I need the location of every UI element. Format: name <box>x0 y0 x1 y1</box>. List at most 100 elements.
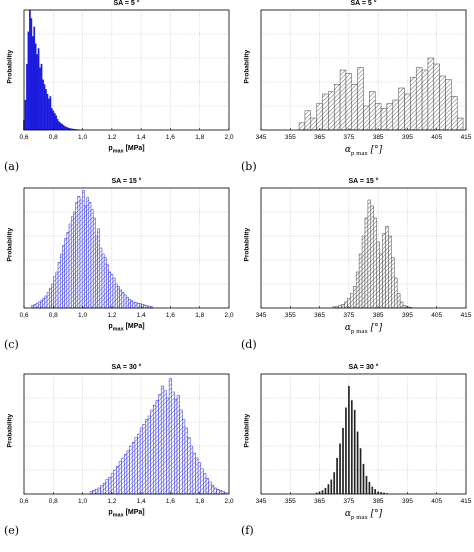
x-axis-label: αp max [°] <box>261 145 466 157</box>
histogram-bar <box>365 475 368 495</box>
x-tick-label: 0,8 <box>49 498 58 505</box>
histogram-bar <box>396 293 401 309</box>
histogram-bar <box>404 93 411 131</box>
x-axis-label-sub: p max <box>350 514 368 521</box>
histogram-bar <box>333 84 341 131</box>
histogram-bar <box>131 442 136 495</box>
histogram-bar <box>75 202 79 309</box>
histogram-bar <box>79 199 83 309</box>
histogram-bar <box>134 437 138 495</box>
x-tick-label: 345 <box>256 312 267 319</box>
histogram-bar <box>192 452 196 495</box>
histogram-bar <box>203 473 207 495</box>
histogram-bar <box>382 233 386 309</box>
x-tick-label: 1,8 <box>195 498 204 505</box>
histogram-bar <box>40 300 43 309</box>
histogram-bar <box>42 79 44 131</box>
histogram-bar <box>84 205 87 309</box>
histogram-bar <box>367 199 372 309</box>
histogram-bar <box>143 304 147 309</box>
chart-title: SA = 30 ° <box>111 364 142 371</box>
x-tick-label: 405 <box>431 312 442 319</box>
histogram-bar <box>433 63 440 131</box>
histogram-bar <box>112 277 116 309</box>
histogram-bar <box>110 473 115 495</box>
histogram-bar <box>439 75 446 131</box>
plot-area: 0,6 0,8 1,0 1,2 1,4 1,6 1,8 2,0 <box>19 9 234 141</box>
histogram-bar <box>153 404 157 495</box>
chart-panel-f: SA = 30 ° Probability 345 355 365 375 385 395 40… <box>237 364 474 548</box>
histogram-bar <box>136 302 140 309</box>
x-axis-label-sub: max <box>112 512 124 519</box>
histogram-bar <box>427 57 435 131</box>
chart-panel-a: SA = 5 ° Probability 0,6 0,8 1,0 1,2 1,4 1,6 1,8… <box>0 0 237 184</box>
histogram-bar <box>150 409 154 495</box>
histogram-bar <box>128 299 131 309</box>
histogram-bar <box>359 448 362 495</box>
x-axis-label-sub: p max <box>350 150 368 157</box>
histogram-bar <box>35 302 39 309</box>
histogram-bar <box>364 217 369 309</box>
histogram-bar <box>456 117 464 131</box>
histogram-bar <box>61 123 63 131</box>
x-axis-label: pmax [MPa] <box>24 509 229 518</box>
histogram-bar <box>68 223 72 309</box>
histogram-bar <box>208 481 212 495</box>
histogram-bar <box>90 209 94 309</box>
x-tick-label: 2,0 <box>224 498 233 505</box>
histogram-bar <box>81 190 85 309</box>
histogram-bar <box>27 31 30 131</box>
x-tick-label: 2,0 <box>224 134 233 141</box>
histogram-bar <box>43 84 46 131</box>
histogram-bar <box>106 264 109 309</box>
histogram-bar <box>163 390 167 495</box>
plot-frame <box>260 187 467 309</box>
chart-panel-c: SA = 15 ° Probability 0,6 0,8 1,0 1,2 1,4 1,6 1,… <box>0 178 237 362</box>
y-axis-label: Probability <box>243 413 251 448</box>
plot-frame <box>260 9 467 131</box>
x-tick-label: 375 <box>343 312 354 319</box>
histogram-bar <box>70 216 74 309</box>
plot-frame <box>23 9 230 131</box>
x-tick-label: 395 <box>402 134 413 141</box>
histogram-bar <box>345 73 353 131</box>
histogram-bar <box>351 84 358 131</box>
x-tick-label: 355 <box>285 498 296 505</box>
histogram-bar <box>166 397 170 495</box>
histogram-bar <box>171 391 175 495</box>
histogram-bar <box>65 126 68 131</box>
x-tick-label: 1,8 <box>195 134 204 141</box>
histogram-bar <box>129 445 133 495</box>
histogram-bar <box>62 245 65 309</box>
x-tick-label: 1,6 <box>166 134 175 141</box>
histogram-bar <box>66 232 70 309</box>
histogram-bar <box>348 385 350 495</box>
histogram-bar <box>333 472 336 495</box>
histogram-bar <box>34 43 37 131</box>
histogram-bar <box>97 228 101 309</box>
histogram-bar <box>350 293 354 309</box>
x-tick-label: 0,6 <box>19 312 28 319</box>
histogram-bar <box>357 67 364 131</box>
histogram-bar <box>197 462 201 495</box>
histogram-bar <box>336 457 338 495</box>
histogram-bar <box>145 419 149 495</box>
histogram-bar <box>355 271 360 309</box>
histogram-bar <box>123 294 127 309</box>
histogram-bar <box>101 253 105 309</box>
chart-panel-e: SA = 30 ° Probability 0,6 0,8 1,0 1,2 1,4 1,6 1,… <box>0 364 237 548</box>
histogram-bar <box>398 87 405 131</box>
histogram-bar <box>174 398 178 495</box>
histogram-bar <box>50 108 53 131</box>
histogram-bar <box>374 489 377 495</box>
x-axis-label-main: α <box>344 323 351 333</box>
histogram-bar <box>345 407 347 495</box>
y-axis-label: Probability <box>6 49 14 84</box>
x-tick-label: 1,2 <box>107 498 116 505</box>
histogram-bar <box>391 257 395 309</box>
histogram-bar <box>48 98 50 131</box>
x-tick-label: 1,2 <box>107 134 116 141</box>
histogram-bar <box>40 63 43 131</box>
histogram-bar <box>58 121 60 131</box>
histogram-bar <box>376 241 380 309</box>
